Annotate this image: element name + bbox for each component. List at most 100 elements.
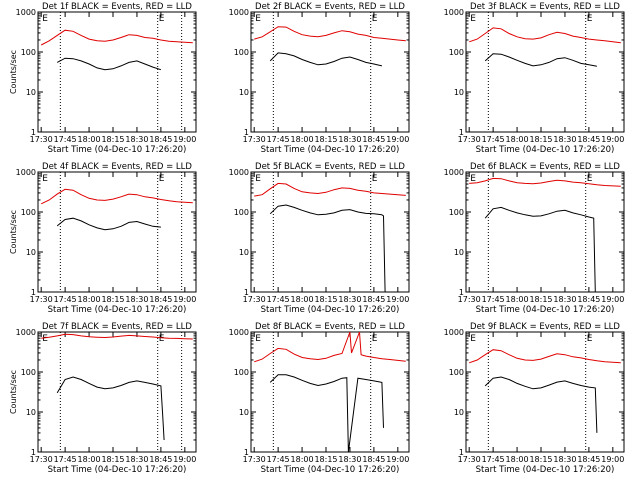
y-tick-label: 10: [26, 248, 36, 257]
x-axis-label: Start Time (04-Dec-10 17:26:20): [48, 465, 187, 475]
event-marker-label: E: [470, 14, 476, 24]
chart-panel-5: Det 5f BLACK = Events, RED = LLD 1 10 100 10…: [229, 162, 410, 315]
y-tick-label: 1000: [444, 168, 464, 177]
x-tick-label: 18:15: [101, 295, 124, 304]
x-tick-label: 17:30: [243, 295, 266, 304]
x-tick-label: 18:30: [338, 455, 361, 464]
plot-frame: [465, 171, 625, 293]
x-tick-label: 18:45: [149, 295, 172, 304]
event-marker-label: E: [470, 334, 476, 344]
x-tick-label: 18:30: [338, 135, 361, 144]
x-tick-label: 17:45: [267, 455, 290, 464]
event-marker-label: E: [372, 334, 378, 344]
x-axis-label: Start Time (04-Dec-10 17:26:20): [48, 305, 187, 315]
x-tick-label: 18:00: [291, 455, 314, 464]
x-tick-label: 19:00: [173, 295, 196, 304]
x-tick-label: 18:45: [362, 295, 385, 304]
x-tick-label: 18:45: [362, 455, 385, 464]
x-tick-label: 17:30: [243, 455, 266, 464]
x-tick-label: 18:15: [314, 295, 337, 304]
y-tick-label: 100: [234, 48, 249, 57]
y-tick-label: 10: [454, 88, 464, 97]
events-rate-line: [269, 204, 386, 293]
chart-title: Det 8f BLACK = Events, RED = LLD: [255, 322, 405, 332]
x-tick-label: 18:15: [101, 135, 124, 144]
x-tick-label: 17:30: [458, 295, 481, 304]
x-tick-label: 18:30: [338, 295, 361, 304]
x-tick-label: 18:00: [291, 295, 314, 304]
events-rate-line: [56, 217, 161, 231]
y-tick-label: 1000: [16, 168, 36, 177]
plot-frame: [250, 331, 410, 453]
x-axis-label: Start Time (04-Dec-10 17:26:20): [476, 305, 615, 315]
event-marker-label: E: [587, 14, 593, 24]
x-tick-label: 18:00: [78, 455, 101, 464]
x-tick-label: 18:45: [149, 135, 172, 144]
x-tick-label: 18:15: [314, 135, 337, 144]
x-tick-label: 17:30: [243, 135, 266, 144]
chart-panel-6: Det 6f BLACK = Events, RED = LLD 1 10 100 10…: [444, 162, 625, 315]
x-tick-label: 18:45: [362, 135, 385, 144]
chart-panel-1: Det 1f BLACK = Events, RED = LLD 1 10 100 10…: [9, 2, 197, 155]
x-axis-label: Start Time (04-Dec-10 17:26:20): [261, 145, 400, 155]
y-tick-label: 1: [244, 448, 249, 457]
x-tick-label: 17:45: [482, 135, 505, 144]
x-tick-label: 18:15: [529, 135, 552, 144]
event-marker-label: E: [159, 334, 165, 344]
plot-frame: [37, 11, 197, 133]
chart-panel-9: Det 9f BLACK = Events, RED = LLD 1 10 100 10…: [444, 322, 625, 475]
y-tick-label: 100: [234, 368, 249, 377]
chart-panel-2: Det 2f BLACK = Events, RED = LLD 1 10 100 10…: [229, 2, 410, 155]
x-tick-label: 17:45: [267, 295, 290, 304]
y-tick-label: 10: [239, 88, 249, 97]
y-tick-label: 100: [21, 368, 36, 377]
events-rate-line: [484, 206, 596, 293]
y-tick-label: 1000: [229, 168, 249, 177]
plot-frame: [37, 171, 197, 293]
event-marker-label: E: [42, 334, 48, 344]
x-tick-label: 18:30: [553, 135, 576, 144]
events-rate-line: [269, 52, 383, 67]
y-tick-label: 10: [239, 408, 249, 417]
y-tick-label: 1000: [229, 328, 249, 337]
y-tick-label: 1: [459, 288, 464, 297]
x-tick-label: 17:30: [458, 455, 481, 464]
y-tick-label: 100: [449, 208, 464, 217]
events-rate-line: [269, 374, 384, 453]
event-marker-label: E: [255, 334, 261, 344]
y-tick-label: 1000: [16, 8, 36, 17]
chart-title: Det 5f BLACK = Events, RED = LLD: [255, 162, 405, 172]
event-marker-label: E: [372, 174, 378, 184]
chart-title: Det 1f BLACK = Events, RED = LLD: [42, 2, 192, 12]
x-tick-label: 18:45: [577, 295, 600, 304]
x-tick-label: 18:30: [125, 295, 148, 304]
chart-title: Det 9f BLACK = Events, RED = LLD: [470, 322, 620, 332]
event-marker-label: E: [470, 174, 476, 184]
events-rate-line: [56, 376, 165, 441]
x-tick-label: 17:45: [54, 455, 77, 464]
chart-panel-4: Det 4f BLACK = Events, RED = LLD 1 10 100 10…: [9, 162, 197, 315]
x-tick-label: 18:30: [125, 135, 148, 144]
x-tick-label: 18:15: [101, 455, 124, 464]
y-tick-label: 10: [454, 408, 464, 417]
y-tick-label: 1000: [444, 328, 464, 337]
event-marker-label: E: [255, 14, 261, 24]
plot-frame: [250, 171, 410, 293]
x-tick-label: 18:30: [125, 455, 148, 464]
event-marker-label: E: [255, 174, 261, 184]
x-tick-label: 17:45: [482, 295, 505, 304]
chart-panel-3: Det 3f BLACK = Events, RED = LLD 1 10 100 10…: [444, 2, 625, 155]
x-axis-label: Start Time (04-Dec-10 17:26:20): [476, 145, 615, 155]
event-marker-label: E: [42, 14, 48, 24]
x-tick-label: 18:15: [529, 455, 552, 464]
x-tick-label: 19:00: [601, 455, 624, 464]
y-tick-label: 1: [459, 448, 464, 457]
x-tick-label: 18:45: [149, 455, 172, 464]
y-tick-label: 10: [239, 248, 249, 257]
x-tick-label: 19:00: [386, 135, 409, 144]
x-tick-label: 18:00: [506, 135, 529, 144]
plot-frame: [250, 11, 410, 133]
y-tick-label: 10: [26, 408, 36, 417]
x-tick-label: 18:00: [291, 135, 314, 144]
